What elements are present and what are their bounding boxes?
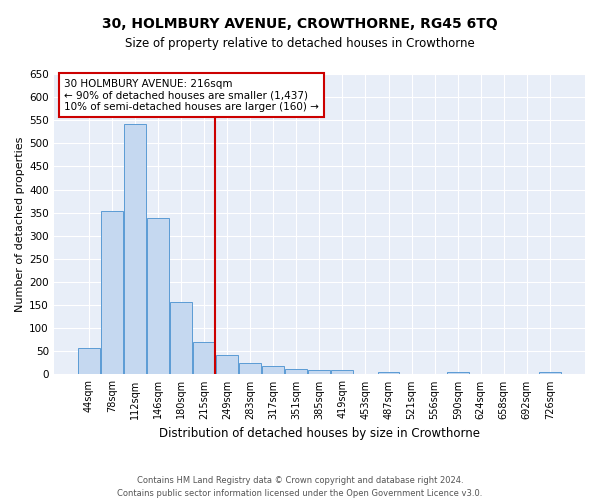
Bar: [262, 366, 284, 374]
Y-axis label: Number of detached properties: Number of detached properties: [15, 136, 25, 312]
Bar: [193, 342, 215, 374]
Text: Size of property relative to detached houses in Crowthorne: Size of property relative to detached ho…: [125, 38, 475, 51]
Text: 30 HOLMBURY AVENUE: 216sqm
← 90% of detached houses are smaller (1,437)
10% of s: 30 HOLMBURY AVENUE: 216sqm ← 90% of deta…: [64, 78, 319, 112]
Bar: [331, 370, 353, 374]
Bar: [78, 348, 100, 374]
Bar: [308, 370, 331, 374]
Text: 30, HOLMBURY AVENUE, CROWTHORNE, RG45 6TQ: 30, HOLMBURY AVENUE, CROWTHORNE, RG45 6T…: [102, 18, 498, 32]
Bar: [170, 302, 192, 374]
Bar: [239, 363, 261, 374]
Bar: [124, 124, 146, 374]
Bar: [147, 218, 169, 374]
X-axis label: Distribution of detached houses by size in Crowthorne: Distribution of detached houses by size …: [159, 427, 480, 440]
Bar: [447, 372, 469, 374]
Bar: [539, 372, 561, 374]
Text: Contains HM Land Registry data © Crown copyright and database right 2024.
Contai: Contains HM Land Registry data © Crown c…: [118, 476, 482, 498]
Bar: [216, 354, 238, 374]
Bar: [377, 372, 400, 374]
Bar: [286, 370, 307, 374]
Bar: [101, 212, 123, 374]
